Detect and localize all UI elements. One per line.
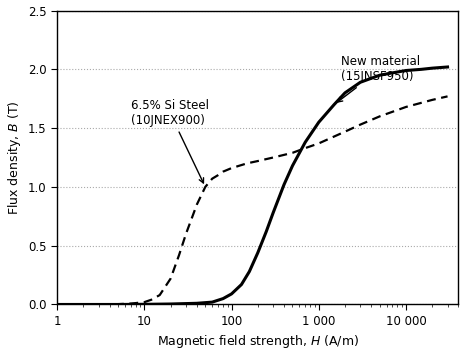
Text: New material
(15JNSF950): New material (15JNSF950): [337, 55, 419, 102]
X-axis label: Magnetic field strength, $H$ (A/m): Magnetic field strength, $H$ (A/m): [156, 334, 358, 350]
Text: 6.5% Si Steel
(10JNEX900): 6.5% Si Steel (10JNEX900): [131, 99, 208, 183]
Y-axis label: Flux density, $B$ (T): Flux density, $B$ (T): [6, 100, 23, 215]
